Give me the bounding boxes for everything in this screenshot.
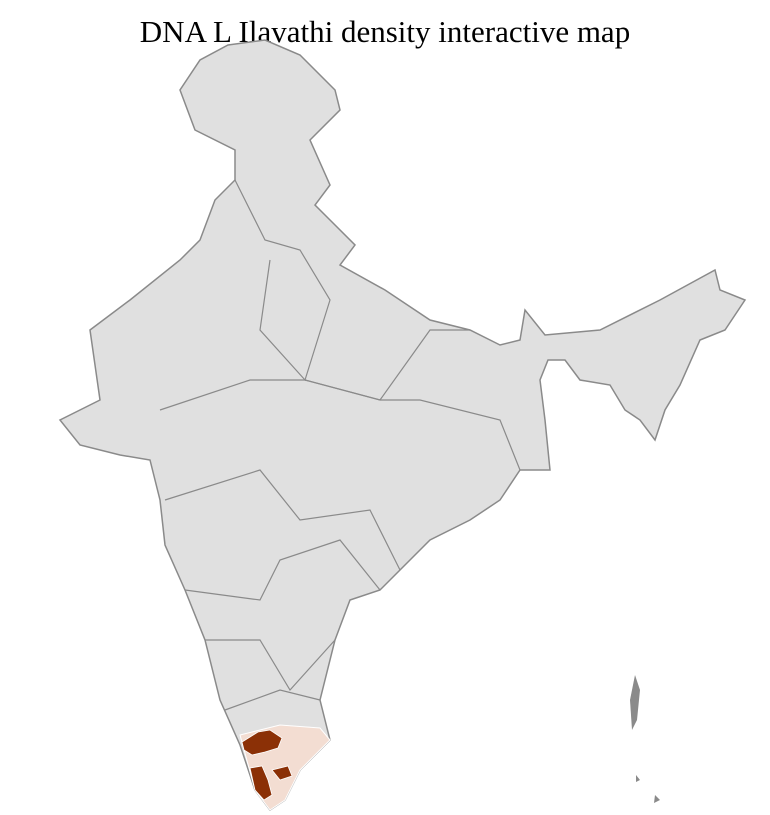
islands <box>636 775 640 782</box>
state-border <box>234 179 331 382</box>
region-high-density[interactable] <box>249 765 273 801</box>
map-title: DNA L Ilavathi density interactive map <box>139 14 631 49</box>
state-border <box>184 539 381 601</box>
islands <box>630 675 640 730</box>
region-high-density[interactable] <box>271 765 293 781</box>
india-outline[interactable] <box>58 39 747 812</box>
state-border <box>224 689 321 711</box>
region-high-density[interactable] <box>241 729 283 756</box>
state-border <box>159 379 521 471</box>
state-border <box>164 469 401 571</box>
india-landmass[interactable] <box>58 39 747 812</box>
islands <box>654 795 660 803</box>
state-border <box>205 639 336 692</box>
